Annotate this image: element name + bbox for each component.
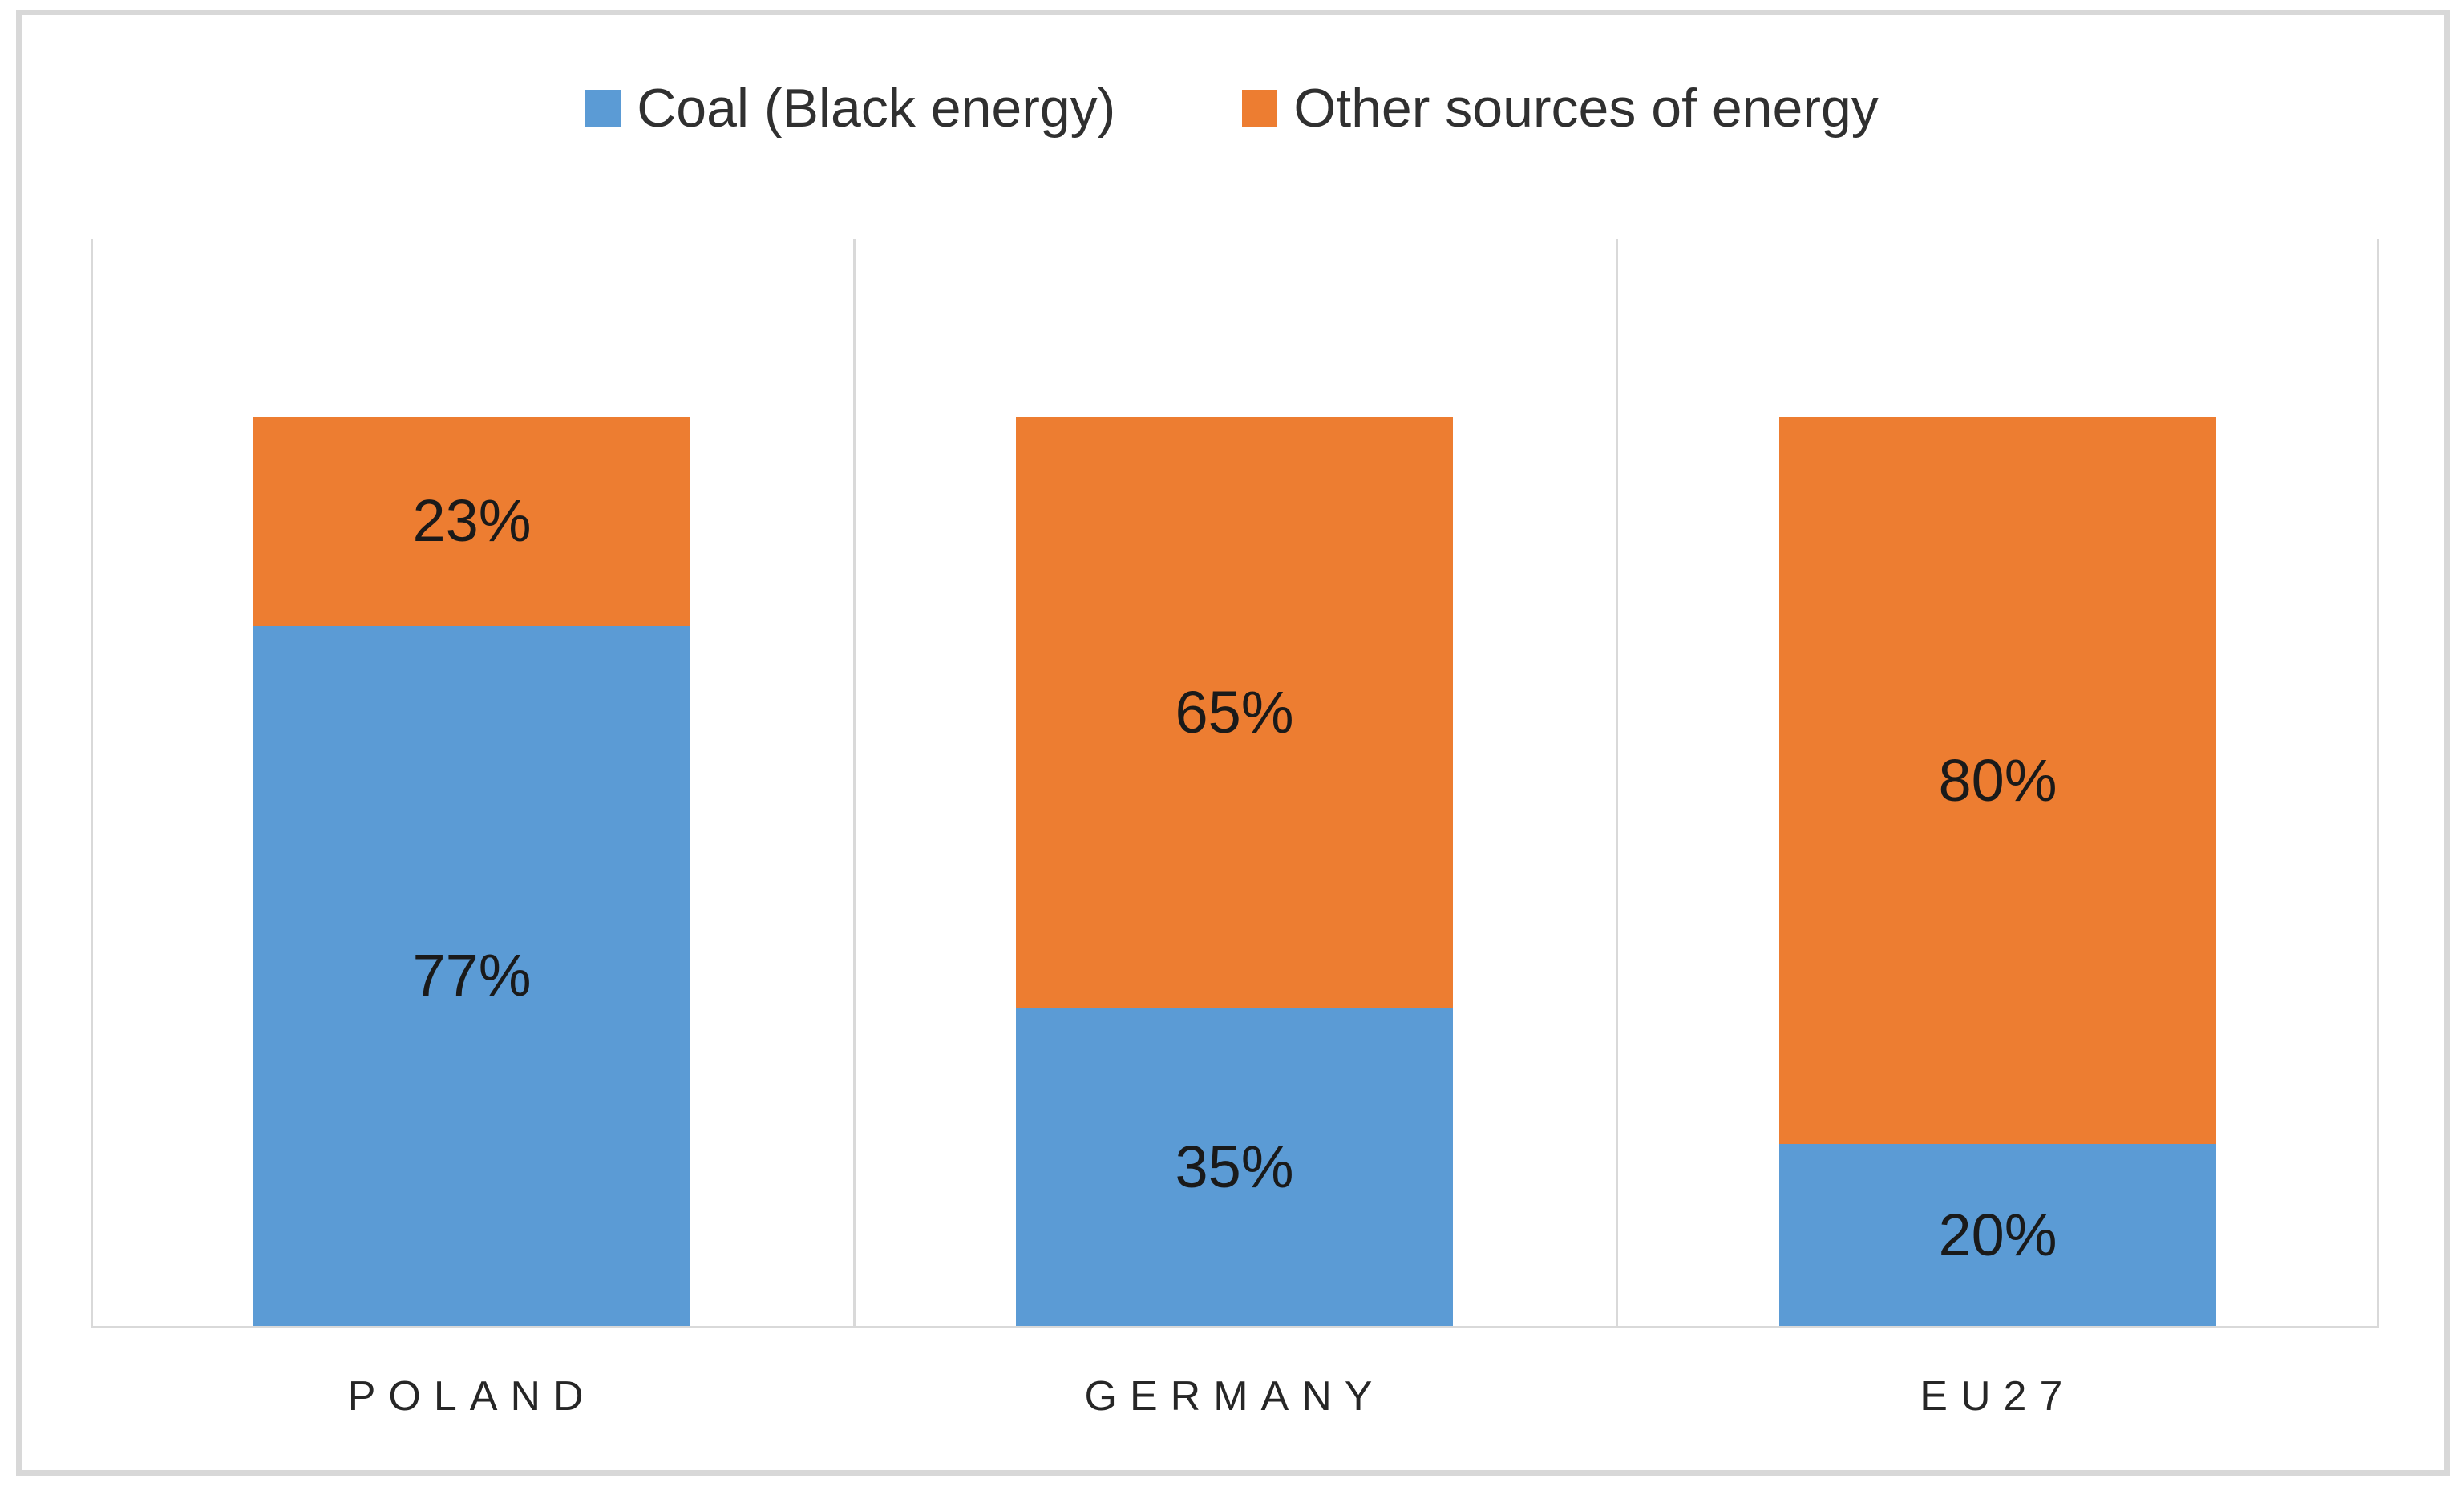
segment-other-sources-of-energy-germany: 65% <box>1016 417 1453 1008</box>
x-axis-line <box>91 1326 2379 1328</box>
segment-other-sources-of-energy-poland: 23% <box>253 417 690 626</box>
legend-item-other: Other sources of energy <box>1242 77 1879 139</box>
segment-coal-black-energy--eu27: 20% <box>1779 1144 2216 1326</box>
gridline-right <box>2377 239 2379 1328</box>
category-label-poland: POLAND <box>347 1373 597 1420</box>
category-label-germany: GERMANY <box>1084 1373 1386 1420</box>
data-label-poland-other-sources-of-energy: 23% <box>412 487 532 555</box>
legend-label-other: Other sources of energy <box>1293 78 1879 139</box>
legend-swatch-other-icon <box>1242 90 1278 127</box>
bar-germany: 65% 35% <box>1016 417 1453 1326</box>
data-label-eu27-coal-black-energy-: 20% <box>1938 1201 2057 1268</box>
bar-poland: 23% 77% <box>253 417 690 1326</box>
data-label-germany-coal-black-energy-: 35% <box>1175 1133 1294 1200</box>
gridline-separator-1 <box>853 239 856 1328</box>
gridline-separator-2 <box>1616 239 1618 1328</box>
legend: Coal (Black energy) Other sources of ene… <box>0 77 2464 139</box>
legend-label-coal: Coal (Black energy) <box>637 78 1116 139</box>
legend-swatch-coal-icon <box>585 90 621 127</box>
category-axis: POLAND GERMANY EU27 <box>91 1372 2379 1420</box>
segment-coal-black-energy--poland: 77% <box>253 625 690 1326</box>
category-label-eu27: EU27 <box>1920 1373 2076 1420</box>
segment-coal-black-energy--germany: 35% <box>1016 1008 1453 1326</box>
data-label-poland-coal-black-energy-: 77% <box>412 942 532 1009</box>
data-label-eu27-other-sources-of-energy: 80% <box>1938 746 2057 814</box>
segment-other-sources-of-energy-eu27: 80% <box>1779 417 2216 1145</box>
bar-eu27: 80% 20% <box>1779 417 2216 1326</box>
data-label-germany-other-sources-of-energy: 65% <box>1175 678 1294 746</box>
plot-area: 23% 77% 65% 35% 80% 20% <box>91 239 2379 1328</box>
legend-item-coal: Coal (Black energy) <box>585 77 1115 139</box>
gridline-left <box>91 239 93 1328</box>
